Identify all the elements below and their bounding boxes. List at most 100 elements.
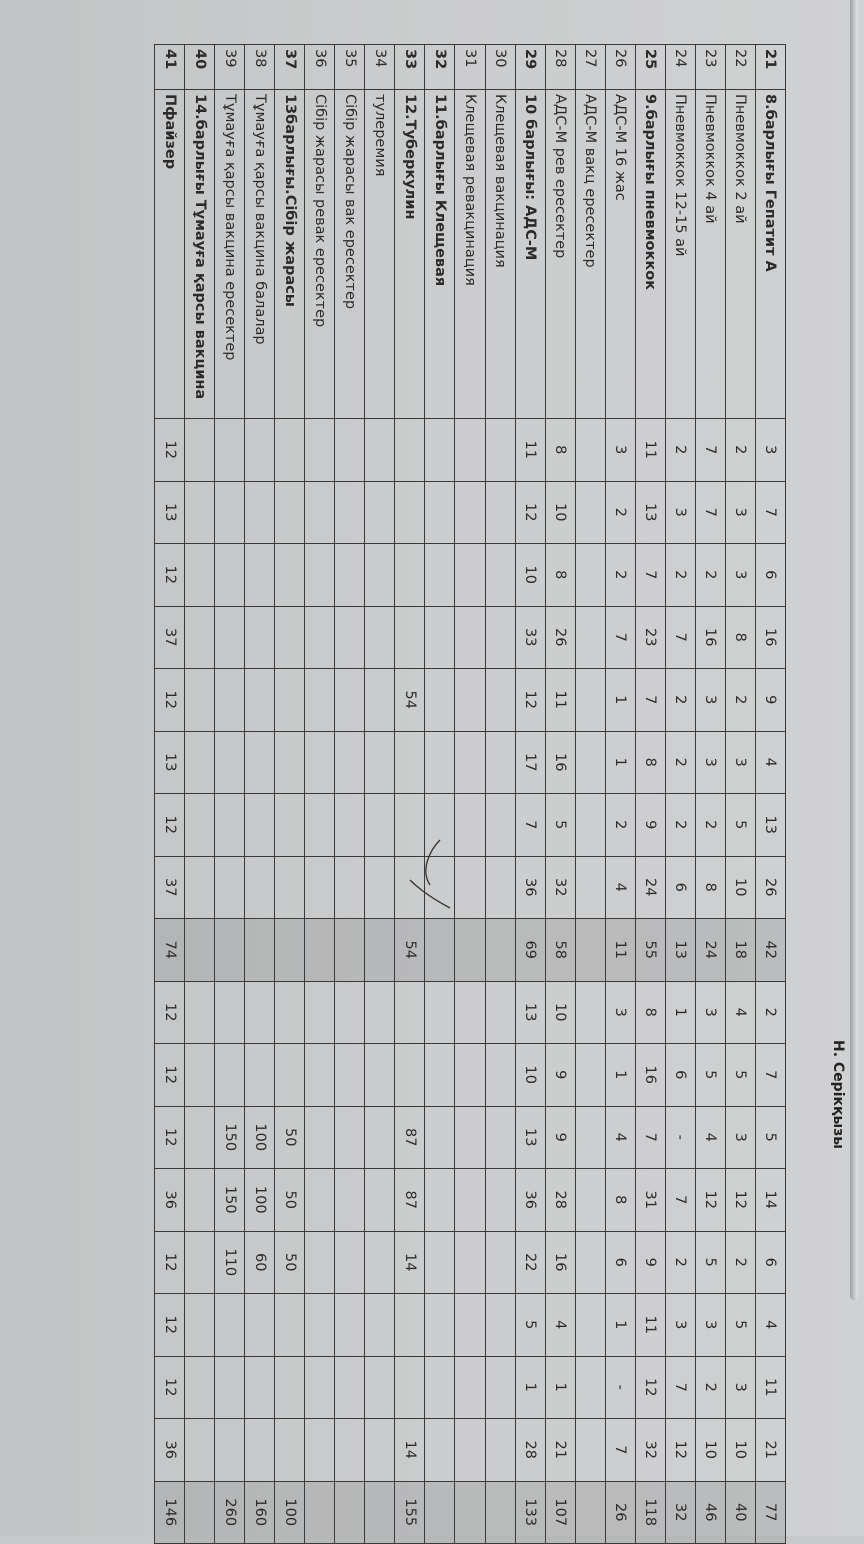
value-cell	[334, 918, 365, 981]
value-cell: 23	[635, 606, 666, 669]
value-cell	[485, 1106, 516, 1169]
row-label: Сібір жарасы вак ересектер	[334, 89, 365, 419]
value-cell: 26	[545, 606, 576, 669]
value-cell: 12	[154, 793, 185, 856]
value-cell: 18	[725, 918, 756, 981]
value-cell: 8	[695, 856, 726, 919]
value-cell	[454, 1356, 486, 1419]
value-cell	[274, 1356, 305, 1419]
value-cell	[184, 856, 215, 919]
value-cell	[334, 668, 365, 731]
value-cell	[184, 668, 215, 731]
table-row: 37 13барлығы.Сібір жарасы 50 50 50 100	[274, 44, 305, 1544]
value-cell	[214, 1418, 245, 1481]
value-cell: 12	[154, 1106, 185, 1169]
value-cell	[274, 918, 305, 981]
value-cell	[575, 918, 606, 981]
value-cell: 3	[665, 1293, 696, 1356]
value-cell	[304, 1293, 335, 1356]
value-cell	[334, 1106, 365, 1169]
value-cell	[214, 481, 245, 544]
value-cell	[575, 856, 606, 919]
value-cell	[274, 981, 305, 1044]
row-number: 24	[665, 44, 696, 90]
row-number: 38	[244, 44, 275, 90]
value-cell	[334, 1231, 365, 1294]
value-cell: 36	[515, 856, 546, 919]
value-cell: 32	[635, 1418, 666, 1481]
value-cell: 50	[274, 1106, 305, 1169]
value-cell	[454, 1043, 486, 1106]
value-cell	[184, 1293, 215, 1356]
row-label: Пневмоккок 12-15 ай	[665, 89, 696, 419]
value-cell: 24	[635, 856, 666, 919]
value-cell: 2	[665, 543, 696, 606]
value-cell: 8	[635, 981, 666, 1044]
value-cell	[244, 418, 275, 481]
value-cell	[364, 1481, 395, 1544]
value-cell: 69	[515, 918, 546, 981]
value-cell: 2	[725, 1231, 756, 1294]
value-cell: 3	[695, 1293, 726, 1356]
value-cell: 5	[695, 1043, 726, 1106]
value-cell: 3	[605, 981, 636, 1044]
value-cell: 8	[545, 418, 576, 481]
value-cell: 2	[605, 543, 636, 606]
value-cell	[274, 418, 305, 481]
value-cell	[485, 856, 516, 919]
value-cell	[244, 481, 275, 544]
value-cell	[424, 481, 455, 544]
value-cell	[424, 1293, 455, 1356]
value-cell: 12	[515, 668, 546, 731]
value-cell	[575, 606, 606, 669]
value-cell	[575, 1293, 606, 1356]
value-cell: 13	[665, 918, 696, 981]
value-cell: 5	[755, 1106, 786, 1169]
value-cell	[244, 606, 275, 669]
value-cell: 7	[515, 793, 546, 856]
value-cell: 6	[755, 543, 786, 606]
value-cell	[424, 981, 455, 1044]
value-cell	[214, 418, 245, 481]
value-cell	[244, 1418, 275, 1481]
value-cell: 12	[154, 543, 185, 606]
value-cell: 10	[515, 543, 546, 606]
value-cell	[454, 668, 486, 731]
row-label: Клещевая вакцинация	[485, 89, 516, 419]
value-cell: 3	[695, 731, 726, 794]
value-cell	[454, 1168, 486, 1231]
value-cell: 12	[665, 1418, 696, 1481]
row-number: 25	[635, 44, 666, 90]
value-cell	[394, 418, 425, 481]
value-cell: 8	[635, 731, 666, 794]
row-number: 30	[485, 44, 516, 90]
value-cell	[304, 1106, 335, 1169]
value-cell: 1	[545, 1356, 576, 1419]
value-cell: 150	[214, 1106, 245, 1169]
value-cell	[304, 606, 335, 669]
value-cell: 2	[605, 481, 636, 544]
value-cell	[424, 1231, 455, 1294]
table-row: 24 Пневмоккок 12-15 ай 2 3 2 7 2 2 2 6 13 1 6-7 2 3 7 12…	[665, 44, 696, 1544]
table-row: 28 АДС-М рев ересектер 8 10 8 26 11 16 5 32 58 10 9 9…	[545, 44, 576, 1544]
value-cell: 7	[605, 1418, 636, 1481]
value-cell	[575, 1231, 606, 1294]
value-cell	[485, 418, 516, 481]
value-cell: 5	[725, 1293, 756, 1356]
value-cell: 1	[605, 1043, 636, 1106]
value-cell	[304, 1418, 335, 1481]
value-cell: 36	[154, 1418, 185, 1481]
value-cell	[244, 1043, 275, 1106]
value-cell	[575, 731, 606, 794]
row-number: 29	[515, 44, 546, 90]
value-cell	[485, 606, 516, 669]
value-cell	[274, 668, 305, 731]
value-cell: 107	[545, 1481, 576, 1544]
value-cell: 32	[545, 856, 576, 919]
value-cell: 12	[515, 481, 546, 544]
value-cell	[304, 543, 335, 606]
value-cell: 26	[755, 856, 786, 919]
row-label: Клещевая ревакцинация	[454, 89, 486, 419]
value-cell	[424, 668, 455, 731]
value-cell: 3	[695, 981, 726, 1044]
